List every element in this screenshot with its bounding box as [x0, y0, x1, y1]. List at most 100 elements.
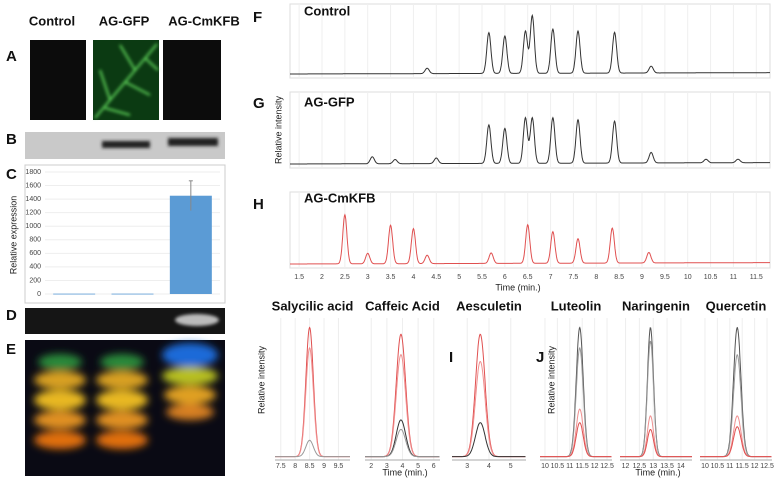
- plot-frame: [289, 91, 771, 169]
- x-tick-label: 1.5: [294, 274, 304, 281]
- x-tick-label: 3.5: [386, 274, 396, 281]
- lane-label: Control: [29, 13, 75, 28]
- x-tick-label: 8.5: [614, 274, 624, 281]
- x-tick-label: 11.5: [576, 463, 589, 470]
- compound-name: Aesculetin: [456, 298, 522, 313]
- x-tick-label: 10: [541, 463, 549, 470]
- compound-name: Luteolin: [551, 298, 602, 313]
- y-tick-label: 400: [29, 264, 41, 271]
- x-tick-label: 12.5: [760, 463, 774, 470]
- x-tick-label: 12: [591, 463, 599, 470]
- plot-frame: [289, 3, 771, 79]
- compound-name: Naringenin: [622, 298, 690, 313]
- image-control: [30, 40, 86, 120]
- trace: [540, 422, 612, 458]
- band: [175, 314, 219, 326]
- panel-letter: H: [253, 196, 264, 213]
- x-tick-label: 10: [684, 274, 692, 281]
- panel-letter: I: [449, 349, 453, 366]
- x-axis-label: Time (min.): [382, 467, 427, 477]
- trace-label: Control: [304, 3, 350, 18]
- y-tick-label: 1200: [25, 210, 41, 217]
- trace: [700, 326, 772, 458]
- trace: [700, 415, 772, 458]
- trace: [700, 354, 772, 458]
- panel-letter: C: [6, 166, 17, 183]
- plot-frame: [289, 191, 771, 269]
- trace: [290, 116, 770, 165]
- compound-name: Quercetin: [706, 298, 767, 313]
- x-tick-label: 9.5: [334, 463, 344, 470]
- tlc-spots: [34, 343, 218, 449]
- panel-letter: J: [536, 349, 544, 366]
- x-axis-label: Time (min.): [635, 467, 680, 477]
- lane-label: AG-CmKFB: [168, 13, 240, 28]
- trace-label: AG-GFP: [304, 94, 355, 109]
- compound-name: Salycilic acid: [272, 298, 354, 313]
- x-tick-label: 4: [401, 463, 405, 470]
- y-tick-label: 1800: [25, 169, 41, 176]
- y-tick-label: 1600: [25, 182, 41, 189]
- x-tick-label: 6: [432, 463, 436, 470]
- x-tick-label: 7.5: [276, 463, 286, 470]
- x-tick-label: 12.5: [600, 463, 614, 470]
- x-tick-label: 7.5: [569, 274, 579, 281]
- band: [102, 141, 150, 148]
- x-tick-label: 5: [457, 274, 461, 281]
- x-tick-label: 10.5: [551, 463, 565, 470]
- x-tick-label: 5.5: [477, 274, 487, 281]
- x-tick-label: 12: [622, 463, 630, 470]
- trace: [540, 408, 612, 458]
- y-axis-label: Relative intensity: [546, 345, 556, 414]
- panel-letter: F: [253, 9, 262, 26]
- y-tick-label: 1400: [25, 196, 41, 203]
- trace: [452, 422, 526, 458]
- x-tick-label: 2: [320, 274, 324, 281]
- x-tick-label: 7: [549, 274, 553, 281]
- image-cmkfb: [163, 40, 221, 120]
- trace: [365, 428, 440, 458]
- x-tick-label: 5: [416, 463, 420, 470]
- trace: [275, 439, 350, 458]
- x-tick-label: 10.5: [711, 463, 725, 470]
- trace: [290, 213, 770, 265]
- y-axis-label: Relative intensity: [256, 345, 266, 414]
- panel-letter: A: [6, 48, 17, 65]
- x-tick-label: 9.5: [660, 274, 670, 281]
- y-tick-label: 200: [29, 277, 41, 284]
- panel-letter: E: [6, 341, 16, 358]
- x-tick-label: 6.5: [523, 274, 533, 281]
- x-tick-label: 8: [594, 274, 598, 281]
- x-tick-label: 13.5: [660, 463, 674, 470]
- y-tick-label: 800: [29, 237, 41, 244]
- compound-name: Caffeic Acid: [365, 298, 440, 313]
- y-axis-label: Relative expression: [8, 196, 18, 275]
- x-tick-label: 9: [322, 463, 326, 470]
- x-tick-label: 13: [649, 463, 657, 470]
- x-tick-label: 8.5: [305, 463, 315, 470]
- x-tick-label: 3: [366, 274, 370, 281]
- x-tick-label: 3: [465, 463, 469, 470]
- x-tick-label: 11: [566, 463, 573, 470]
- x-tick-label: 11: [726, 463, 733, 470]
- x-tick-label: 5: [509, 463, 513, 470]
- leaf-veins: [94, 43, 159, 119]
- band: [168, 138, 218, 146]
- panel-letter: G: [253, 95, 265, 112]
- trace: [700, 426, 772, 458]
- trace: [620, 429, 692, 458]
- x-tick-label: 2.5: [340, 274, 350, 281]
- panel-letter: D: [6, 307, 17, 324]
- x-tick-label: 6: [503, 274, 507, 281]
- lane-label: AG-GFP: [99, 13, 150, 28]
- x-tick-label: 3: [385, 463, 389, 470]
- y-axis-label: Relative intensity: [273, 95, 283, 164]
- x-tick-label: 11.5: [750, 274, 763, 281]
- x-tick-label: 8: [293, 463, 297, 470]
- y-tick-label: 1000: [25, 223, 41, 230]
- x-tick-label: 10: [701, 463, 709, 470]
- x-tick-label: 12.5: [633, 463, 647, 470]
- x-tick-label: 4: [411, 274, 415, 281]
- bar: [169, 195, 212, 294]
- y-tick-label: 600: [29, 250, 41, 257]
